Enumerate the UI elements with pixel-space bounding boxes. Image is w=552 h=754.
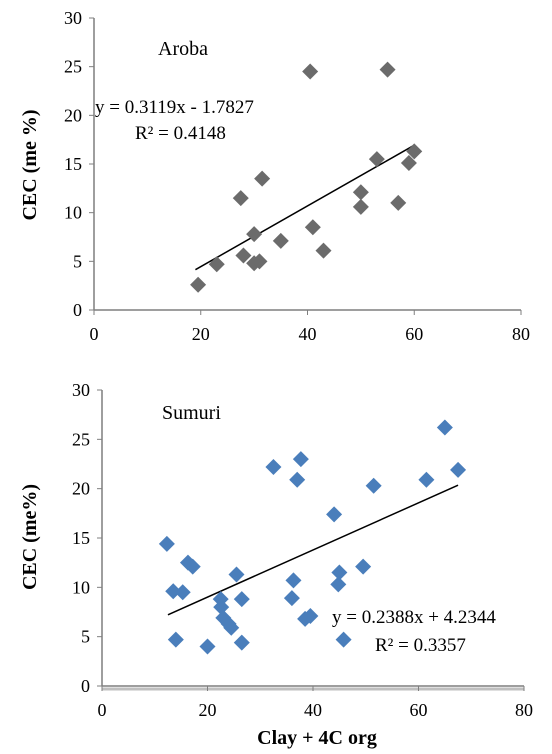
trendline: [167, 484, 459, 616]
x-tick-label: 20: [192, 324, 210, 344]
data-point: [315, 242, 332, 259]
chart-panel-sumuri: 0 5 10 15 20 25 30 0 20 40 60 80 CEC (me%) Sumuri y = …: [19, 380, 533, 749]
data-point: [213, 599, 230, 616]
y-tick-label: 15: [72, 528, 90, 548]
data-point: [223, 619, 240, 636]
data-point: [165, 583, 182, 600]
y-tick-label: 25: [72, 429, 90, 449]
data-point: [302, 63, 319, 80]
data-point: [330, 576, 347, 593]
data-point: [355, 558, 372, 575]
y-tick-label: 20: [64, 105, 82, 125]
data-point: [254, 170, 271, 187]
data-point: [292, 451, 309, 468]
data-point: [400, 155, 417, 172]
x-tick-label: 80: [515, 700, 533, 720]
y-tick-label: 15: [64, 154, 82, 174]
data-point: [352, 198, 369, 215]
x-tick-label: 60: [410, 700, 428, 720]
x-tick-label: 60: [405, 324, 423, 344]
data-point: [289, 471, 306, 488]
data-point: [379, 61, 396, 78]
data-point: [450, 461, 467, 478]
x-axis-label: Clay + 4C org: [257, 727, 377, 749]
y-tick-label: 10: [64, 203, 82, 223]
data-point: [390, 194, 407, 211]
trendline-r2: R² = 0.4148: [135, 123, 226, 144]
trendline-equation: y = 0.3119x - 1.7827: [95, 97, 254, 118]
y-tick-label: 20: [72, 479, 90, 499]
data-point: [233, 634, 250, 651]
x-tick-label: 20: [199, 700, 217, 720]
data-point: [167, 631, 184, 648]
data-point: [304, 219, 321, 236]
x-tick-label: 40: [299, 324, 317, 344]
x-tick-label: 40: [304, 700, 322, 720]
trendline: [195, 144, 415, 271]
data-point: [352, 184, 369, 201]
trendline-equation: y = 0.2388x + 4.2344: [332, 607, 496, 628]
chart-panel-aroba: 0 5 10 15 20 25 30 0 20 40 60 80 CEC (me %) Aroba y = …: [19, 8, 530, 344]
y-tick-label: 5: [73, 251, 82, 271]
data-point: [436, 419, 453, 436]
panel-label: Aroba: [158, 38, 208, 60]
data-point: [283, 590, 300, 607]
x-tick-label: 0: [98, 700, 107, 720]
panel-label: Sumuri: [162, 402, 221, 424]
data-point: [174, 584, 191, 601]
data-point: [246, 226, 263, 243]
y-tick-label: 30: [72, 380, 90, 400]
x-tick-label: 0: [90, 324, 99, 344]
data-point: [368, 151, 385, 168]
data-point: [208, 256, 225, 273]
data-point: [406, 143, 423, 160]
data-point: [184, 558, 201, 575]
y-tick-label: 0: [73, 300, 82, 320]
y-tick-label: 10: [72, 577, 90, 597]
y-tick-label: 0: [81, 676, 90, 696]
data-point: [335, 631, 352, 648]
data-point: [331, 564, 348, 581]
data-point: [272, 232, 289, 249]
data-point: [302, 607, 319, 624]
data-point: [251, 253, 268, 270]
data-point: [235, 247, 252, 264]
data-point: [418, 471, 435, 488]
trendline-r2: R² = 0.3357: [375, 635, 466, 656]
data-point: [265, 458, 282, 475]
y-tick-label: 30: [64, 8, 82, 28]
y-axis-label: CEC (me %): [19, 109, 41, 220]
data-point: [228, 566, 245, 583]
data-point: [285, 572, 302, 589]
data-point: [199, 638, 216, 655]
data-point: [365, 477, 382, 494]
y-tick-label: 25: [64, 57, 82, 77]
data-point: [326, 506, 343, 523]
data-point: [158, 535, 175, 552]
data-point: [233, 591, 250, 608]
data-point: [232, 190, 249, 207]
x-tick-label: 80: [512, 324, 530, 344]
data-point: [190, 276, 207, 293]
y-axis-label: CEC (me%): [19, 484, 41, 590]
y-tick-label: 5: [81, 627, 90, 647]
